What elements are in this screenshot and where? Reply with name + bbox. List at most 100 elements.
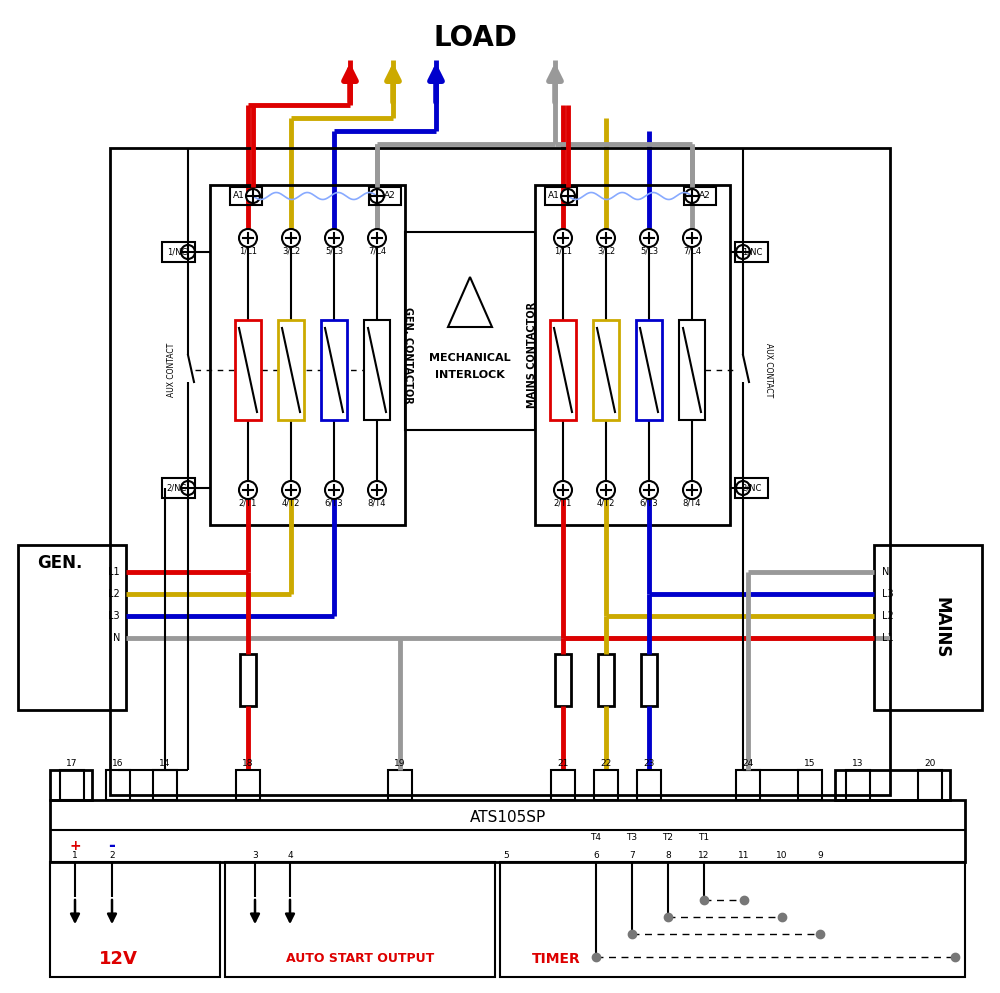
Text: 19: 19	[394, 759, 406, 768]
Circle shape	[239, 481, 257, 499]
Circle shape	[282, 229, 300, 247]
Circle shape	[370, 189, 384, 203]
Text: L3: L3	[108, 611, 120, 621]
Bar	[735, 242, 768, 262]
Bar	[636, 320, 662, 420]
Circle shape	[325, 481, 343, 499]
Text: 10: 10	[776, 850, 788, 860]
Circle shape	[736, 481, 750, 495]
Bar	[874, 545, 982, 710]
Text: MAINS CONTACTOR: MAINS CONTACTOR	[527, 302, 537, 408]
Text: L1: L1	[108, 567, 120, 577]
Bar	[235, 320, 261, 420]
Bar	[500, 862, 965, 977]
Text: 1/L1: 1/L1	[239, 246, 257, 255]
Circle shape	[597, 229, 615, 247]
Bar	[679, 320, 705, 420]
Bar	[637, 770, 661, 800]
Text: L1: L1	[882, 633, 894, 643]
Bar	[230, 187, 262, 205]
Text: 8: 8	[665, 850, 671, 860]
Text: 6/T3: 6/T3	[325, 498, 343, 507]
Text: 24: 24	[742, 759, 754, 768]
Bar	[388, 770, 412, 800]
Bar	[278, 320, 304, 420]
Text: 7/L4: 7/L4	[368, 246, 386, 255]
Bar	[535, 185, 730, 525]
Bar	[50, 862, 220, 977]
Text: T3: T3	[626, 833, 638, 842]
Text: -: -	[109, 837, 115, 855]
Text: 12: 12	[698, 850, 710, 860]
Text: 13: 13	[852, 759, 864, 768]
Bar	[593, 320, 619, 420]
Bar	[835, 770, 950, 800]
Bar	[369, 187, 401, 205]
Text: 2/T1: 2/T1	[554, 498, 572, 507]
Circle shape	[683, 229, 701, 247]
Bar	[153, 770, 177, 800]
Text: MECHANICAL: MECHANICAL	[429, 353, 511, 363]
Text: 5/L3: 5/L3	[325, 246, 343, 255]
Text: AUX CONTACT: AUX CONTACT	[764, 343, 772, 397]
Circle shape	[561, 189, 575, 203]
Bar	[50, 770, 92, 800]
Text: GEN. CONTACTOR: GEN. CONTACTOR	[403, 307, 413, 403]
Bar	[798, 770, 822, 800]
Bar	[240, 654, 256, 706]
Text: 4/T2: 4/T2	[597, 498, 615, 507]
Bar	[110, 148, 890, 795]
Polygon shape	[448, 277, 492, 327]
Bar	[684, 187, 716, 205]
Text: 7: 7	[629, 850, 635, 860]
Bar	[405, 232, 535, 430]
Text: 2/T1: 2/T1	[239, 498, 257, 507]
Text: 22: 22	[600, 759, 612, 768]
Text: 1/NC: 1/NC	[167, 247, 187, 256]
Text: 2/NC: 2/NC	[167, 484, 187, 493]
Bar	[641, 654, 657, 706]
Text: 18: 18	[242, 759, 254, 768]
Text: INTERLOCK: INTERLOCK	[435, 370, 505, 380]
Bar	[918, 770, 942, 800]
Bar	[594, 770, 618, 800]
Text: +: +	[69, 839, 81, 853]
Text: A1: A1	[233, 192, 245, 201]
Circle shape	[368, 481, 386, 499]
Text: T1: T1	[698, 833, 710, 842]
Bar	[735, 478, 768, 498]
Text: T2: T2	[662, 833, 674, 842]
Text: 12V: 12V	[99, 950, 137, 968]
Circle shape	[368, 229, 386, 247]
Text: N: N	[882, 567, 889, 577]
Text: 20: 20	[924, 759, 936, 768]
Bar	[18, 545, 126, 710]
Text: 16: 16	[112, 759, 124, 768]
Circle shape	[554, 229, 572, 247]
Bar	[321, 320, 347, 420]
Circle shape	[282, 481, 300, 499]
Text: 3: 3	[252, 850, 258, 860]
Text: 6: 6	[593, 850, 599, 860]
Text: 3/L2: 3/L2	[282, 246, 300, 255]
Text: L2: L2	[882, 611, 894, 621]
Text: 2/NC: 2/NC	[742, 484, 762, 493]
Text: 8/T4: 8/T4	[683, 498, 701, 507]
Text: A2: A2	[384, 192, 396, 201]
Text: 15: 15	[804, 759, 816, 768]
Bar	[550, 320, 576, 420]
Text: TIMER: TIMER	[532, 952, 580, 966]
Bar	[598, 654, 614, 706]
Circle shape	[683, 481, 701, 499]
Text: AUTO START OUTPUT: AUTO START OUTPUT	[286, 952, 434, 965]
Text: LOAD: LOAD	[433, 24, 517, 52]
Text: MAINS: MAINS	[933, 597, 951, 658]
Text: 6/T3: 6/T3	[640, 498, 658, 507]
Text: AUX CONTACT: AUX CONTACT	[168, 343, 176, 397]
Text: 21: 21	[557, 759, 569, 768]
Circle shape	[597, 481, 615, 499]
Bar	[60, 770, 84, 800]
Bar	[736, 770, 760, 800]
Bar	[162, 242, 195, 262]
Text: 4/T2: 4/T2	[282, 498, 300, 507]
